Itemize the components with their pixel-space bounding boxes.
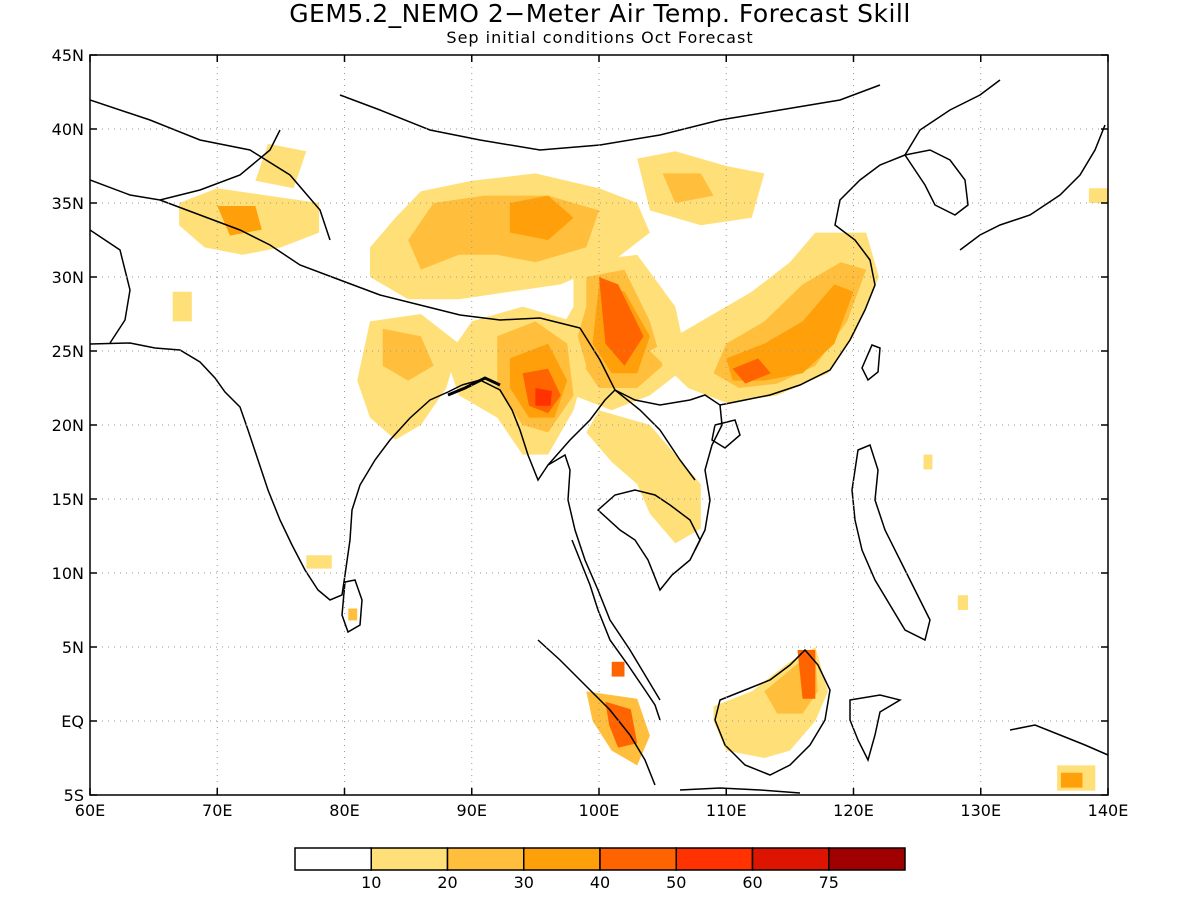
skill-shading	[172, 143, 1108, 791]
colorbar: 10 20 30 40 50 60 75	[294, 847, 906, 892]
colorbar-label: 10	[361, 873, 381, 892]
border-laos	[614, 389, 696, 481]
lon-tick-label: 120E	[833, 801, 874, 820]
coastline-taiwan	[861, 344, 881, 382]
colorbar-label: 75	[819, 873, 839, 892]
skill-region-south-china-4	[732, 358, 771, 384]
coastline-bay-of-bengal	[461, 379, 661, 701]
lat-tick-label: 20N	[52, 416, 84, 435]
skill-region-qinghai-core	[662, 173, 714, 203]
skill-region-taiwan-spot	[923, 454, 933, 470]
skill-region-india-east-core	[382, 328, 434, 381]
skill-region-borneo-3	[797, 650, 816, 699]
colorbar-swatch	[523, 847, 601, 871]
lat-tick-label: 45N	[52, 46, 84, 65]
border-afghanistan	[90, 129, 281, 201]
border-iran	[90, 229, 131, 344]
lat-tick-label: 25N	[52, 342, 84, 361]
colorbar-swatch	[370, 847, 449, 871]
skill-region-thailand-laos	[586, 410, 701, 544]
coastline-malay-peninsula	[571, 539, 661, 721]
skill-region-kashmir	[255, 143, 307, 189]
colorbar-swatch	[599, 847, 677, 871]
colorbar-label: 60	[742, 873, 762, 892]
lon-tick-label: 130E	[960, 801, 1001, 820]
border-myanmar-thailand	[547, 389, 616, 466]
coastline-vietnam	[689, 394, 723, 551]
coastline-korea	[903, 149, 969, 216]
border-southeast-asia	[579, 327, 691, 406]
skill-region-philippines-spot	[957, 595, 968, 610]
skill-region-pakistan-core	[217, 206, 262, 236]
coastline-japan	[959, 124, 1106, 251]
skill-region-malaysia-spot	[611, 661, 625, 677]
skill-region-tibet-north	[509, 195, 574, 240]
coastline-sulawesi	[849, 694, 902, 763]
map-subtitle: Sep initial conditions Oct Forecast	[446, 28, 754, 47]
lon-tick-label: 90E	[457, 801, 487, 820]
colorbar-swatch	[446, 847, 525, 871]
skill-region-south-china-3	[726, 284, 854, 381]
lat-tick-label: 10N	[52, 564, 84, 583]
lon-tick-label: 110E	[706, 801, 747, 820]
lat-tick-label: 5S	[64, 786, 84, 805]
lat-tick-label: 5N	[62, 638, 84, 657]
skill-region-sri-lanka	[348, 608, 358, 621]
lon-tick-label: 70E	[202, 801, 232, 820]
lon-tick-label: 100E	[579, 801, 620, 820]
skill-region-myanmar-5	[535, 388, 552, 406]
coastline-india	[90, 342, 463, 601]
border-central-asia	[90, 99, 331, 241]
bangladesh-delta	[447, 376, 501, 397]
skill-region-central-south-4	[599, 277, 644, 366]
map-title: GEM5.2_NEMO 2−Meter Air Temp. Forecast S…	[289, 0, 911, 28]
lat-tick-label: 35N	[52, 194, 84, 213]
lat-tick-label: EQ	[61, 712, 84, 731]
coastlines	[90, 79, 1108, 794]
axes: 60E 70E 80E 90E 100E 110E 120E 130E 140E 5S EQ 5N 10…	[52, 46, 1129, 820]
skill-region-india-west-spot	[172, 291, 192, 322]
coastline-hainan	[711, 419, 741, 449]
border-himalaya	[159, 199, 581, 329]
colorbar-swatch	[294, 847, 372, 871]
coastline-new-guinea	[1009, 724, 1108, 756]
skill-region-new-guinea-core	[1060, 772, 1083, 788]
lon-tick-label: 140E	[1088, 801, 1129, 820]
border-china-north	[339, 84, 881, 151]
lat-tick-label: 30N	[52, 268, 84, 287]
coastline-china	[719, 79, 1001, 406]
colorbar-swatch	[828, 847, 906, 871]
coastline-sri-lanka	[341, 579, 363, 634]
coastline-philippines	[851, 443, 931, 642]
lat-tick-label: 40N	[52, 120, 84, 139]
skill-region-japan-spot	[1088, 188, 1108, 203]
lon-tick-label: 60E	[75, 801, 105, 820]
coastline-sumatra	[537, 639, 656, 786]
colorbar-label: 30	[514, 873, 534, 892]
colorbar-label: 20	[437, 873, 457, 892]
skill-region-south-india-spot	[306, 555, 332, 569]
colorbar-label: 40	[590, 873, 610, 892]
colorbar-swatch	[675, 847, 754, 871]
lat-tick-label: 15N	[52, 490, 84, 509]
colorbar-label: 50	[666, 873, 686, 892]
coastline-java	[679, 787, 801, 794]
coastline-borneo	[714, 648, 831, 776]
colorbar-swatch	[751, 847, 830, 871]
lon-tick-label: 80E	[329, 801, 359, 820]
